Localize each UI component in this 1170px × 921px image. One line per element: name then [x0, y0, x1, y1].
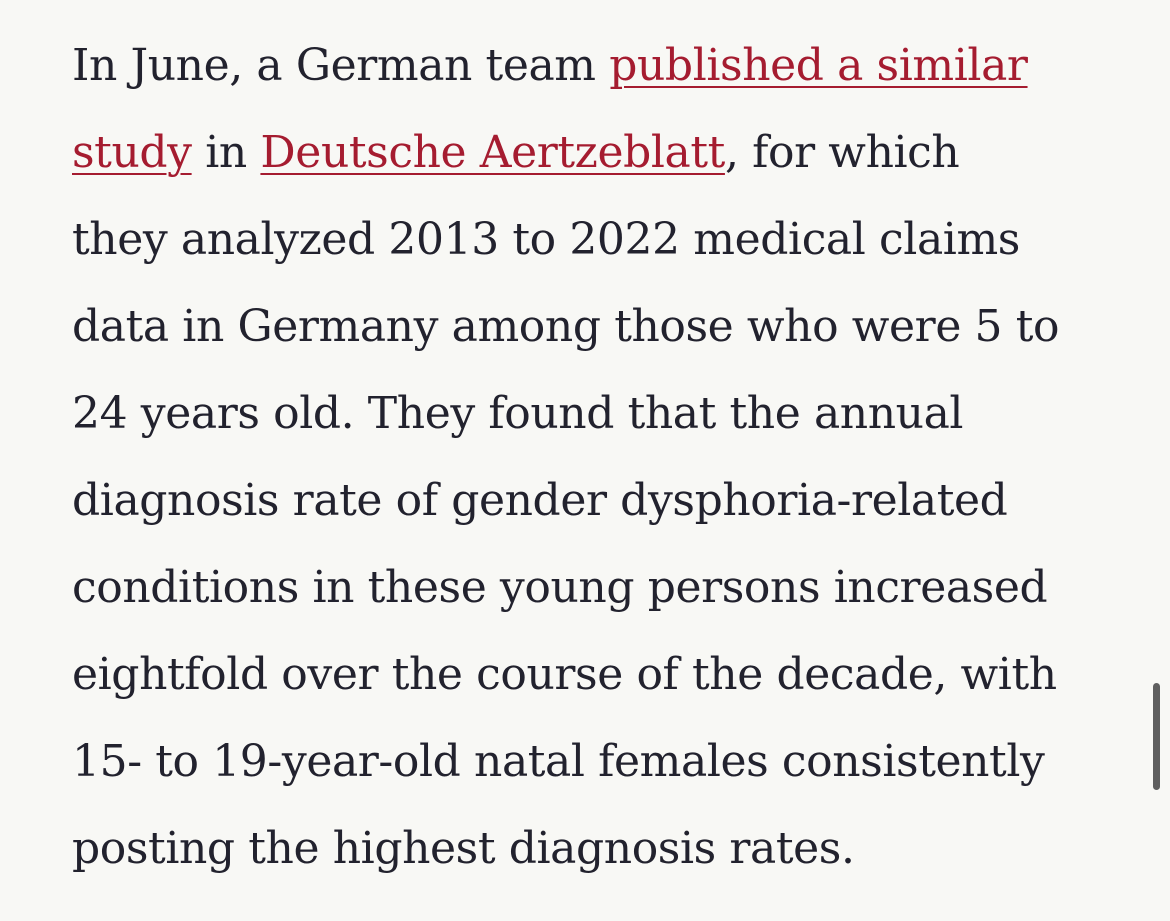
article-paragraph: In June, a German team published a simil…: [72, 22, 1132, 892]
paragraph-line-5: 24 years old. They found that the annual: [72, 388, 964, 439]
line-text: in: [191, 127, 261, 178]
paragraph-line-3: they analyzed 2013 to 2022 medical claim…: [72, 214, 1020, 265]
published-study-link[interactable]: published a similar: [609, 40, 1028, 91]
line-text: , for which: [724, 127, 960, 178]
paragraph-line-8: eightfold over the course of the decade,…: [72, 649, 1057, 700]
paragraph-line-4: data in Germany among those who were 5 t…: [72, 301, 1060, 352]
paragraph-line-6: diagnosis rate of gender dysphoria-relat…: [72, 475, 1008, 526]
paragraph-line-1: In June, a German team published a simil…: [72, 22, 1132, 109]
article-body: In June, a German team published a simil…: [72, 22, 1132, 892]
scrollbar-thumb[interactable]: [1153, 683, 1160, 790]
paragraph-line-2: study in Deutsche Aertzeblatt, for which: [72, 109, 1132, 196]
paragraph-line-10: posting the highest diagnosis rates.: [72, 823, 855, 874]
published-study-link-continued[interactable]: study: [72, 127, 192, 178]
line-text: In June, a German team: [72, 40, 610, 91]
paragraph-line-9: 15- to 19-year-old natal females consist…: [72, 736, 1045, 787]
paragraph-line-7: conditions in these young persons increa…: [72, 562, 1048, 613]
journal-link[interactable]: Deutsche Aertzeblatt: [260, 127, 725, 178]
